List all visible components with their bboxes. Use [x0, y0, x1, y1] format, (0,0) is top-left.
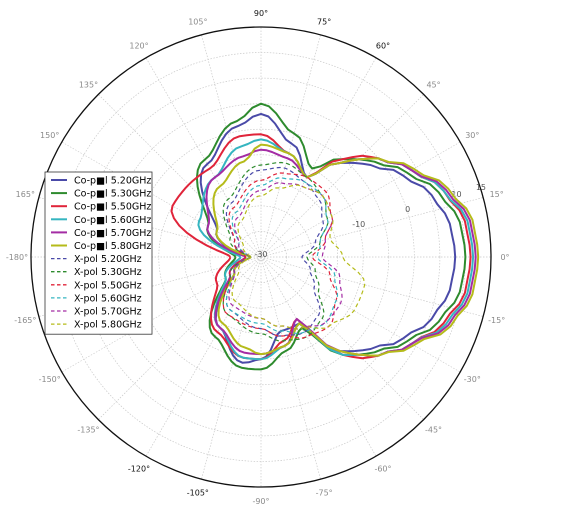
legend-label: X-pol 5.80GHz — [74, 320, 142, 331]
angle-tick-label: -15° — [488, 316, 505, 325]
legend-label: X-pol 5.70GHz — [74, 307, 142, 318]
series-line-copol-4 — [205, 148, 477, 357]
angle-tick-label: 75° — [317, 17, 331, 26]
series-line-copol-5 — [212, 143, 480, 357]
grid-spoke — [61, 141, 262, 258]
angle-tick-label: -165° — [14, 316, 36, 325]
series-curves — [170, 102, 480, 371]
series-line-xpol-7 — [222, 161, 329, 342]
series-line-xpol-6 — [225, 166, 325, 337]
angle-tick-label: 0° — [500, 253, 509, 262]
legend-box — [44, 171, 153, 335]
grid-spoke — [260, 256, 461, 373]
angle-tick-label: -180° — [6, 253, 28, 262]
grid-spoke — [201, 34, 262, 258]
angle-tick-label: 165° — [16, 190, 35, 199]
angle-tick-label: 15° — [490, 190, 504, 199]
grid-spoke — [145, 256, 262, 457]
radial-tick-label: 15 — [476, 183, 486, 192]
radial-tick-label: 0 — [405, 205, 410, 214]
grid-spoke — [260, 256, 377, 457]
legend-label: X-pol 5.30GHz — [74, 267, 142, 278]
grid-spoke — [145, 57, 262, 258]
series-line-copol-1 — [195, 102, 467, 371]
angle-tick-label: -45° — [425, 426, 442, 435]
grid-spoke — [61, 256, 262, 373]
series-line-xpol-9 — [225, 177, 339, 335]
radial-tick-label: 10 — [451, 190, 461, 199]
series-line-copol-2 — [170, 133, 472, 361]
angle-tick-label: 60° — [376, 42, 390, 51]
grid-ring — [132, 128, 390, 386]
angle-tick-label: -30° — [464, 375, 481, 384]
outer-ring — [30, 26, 492, 488]
legend: Co-p■l 5.20GHz Co-p■l 5.30GHz Co-p■l 5.50G… — [44, 171, 153, 335]
grid-spoke — [260, 34, 321, 258]
legend-label: X-pol 5.20GHz — [74, 254, 142, 265]
legend-label: Co-p■l 5.60GHz — [74, 215, 151, 226]
grid-ring — [235, 231, 287, 283]
legend-label: Co-p■l 5.50GHz — [74, 202, 151, 213]
grid-spoke — [260, 256, 321, 480]
grid-spoke — [260, 94, 424, 258]
legend-label: Co-p■l 5.30GHz — [74, 189, 151, 200]
angle-tick-label: 90° — [254, 9, 268, 18]
angle-tick-label: -105° — [187, 489, 209, 498]
radial-tick-labels: -30 -10 0 10 15 — [254, 183, 486, 259]
series-line-copol-0 — [199, 112, 457, 364]
angle-tick-label: -90° — [252, 497, 269, 506]
series-line-xpol-8 — [222, 172, 338, 339]
angle-tick-labels: 0° 15° 30° 45° 60° 75° 90° 105° 120° 135° 150° 165°… — [6, 9, 510, 506]
radial-tick-label: -10 — [352, 220, 365, 229]
angle-tick-label: 30° — [465, 131, 479, 140]
grid-spoke — [260, 256, 424, 420]
grid-spoke — [260, 141, 461, 258]
angle-tick-label: 120° — [129, 42, 148, 51]
angle-tick-label: -150° — [39, 375, 61, 384]
angle-tick-label: -135° — [77, 426, 99, 435]
angle-tick-label: -60° — [374, 464, 391, 473]
radial-tick-label: -30 — [254, 250, 267, 259]
grid-spoke — [98, 94, 262, 258]
angle-tick-label: -120° — [128, 464, 150, 473]
angle-tick-label: 45° — [426, 80, 440, 89]
grid-spoke — [260, 57, 377, 258]
legend-label: Co-p■l 5.80GHz — [74, 241, 151, 252]
angle-tick-label: -75° — [316, 489, 333, 498]
angle-tick-label: 150° — [40, 131, 59, 140]
angle-tick-label: 135° — [79, 80, 98, 89]
grid-spoke — [201, 256, 262, 480]
angle-tick-label: 105° — [188, 17, 207, 26]
grid-spoke — [260, 197, 484, 258]
legend-label: Co-p■l 5.70GHz — [74, 228, 151, 239]
legend-label: X-pol 5.60GHz — [74, 293, 142, 304]
grid-spoke — [98, 256, 262, 420]
legend-label: Co-p■l 5.20GHz — [74, 176, 151, 187]
series-line-xpol-10 — [228, 182, 343, 330]
series-line-xpol-11 — [231, 184, 366, 330]
grid-spoke — [260, 256, 484, 317]
legend-label: X-pol 5.50GHz — [74, 280, 142, 291]
